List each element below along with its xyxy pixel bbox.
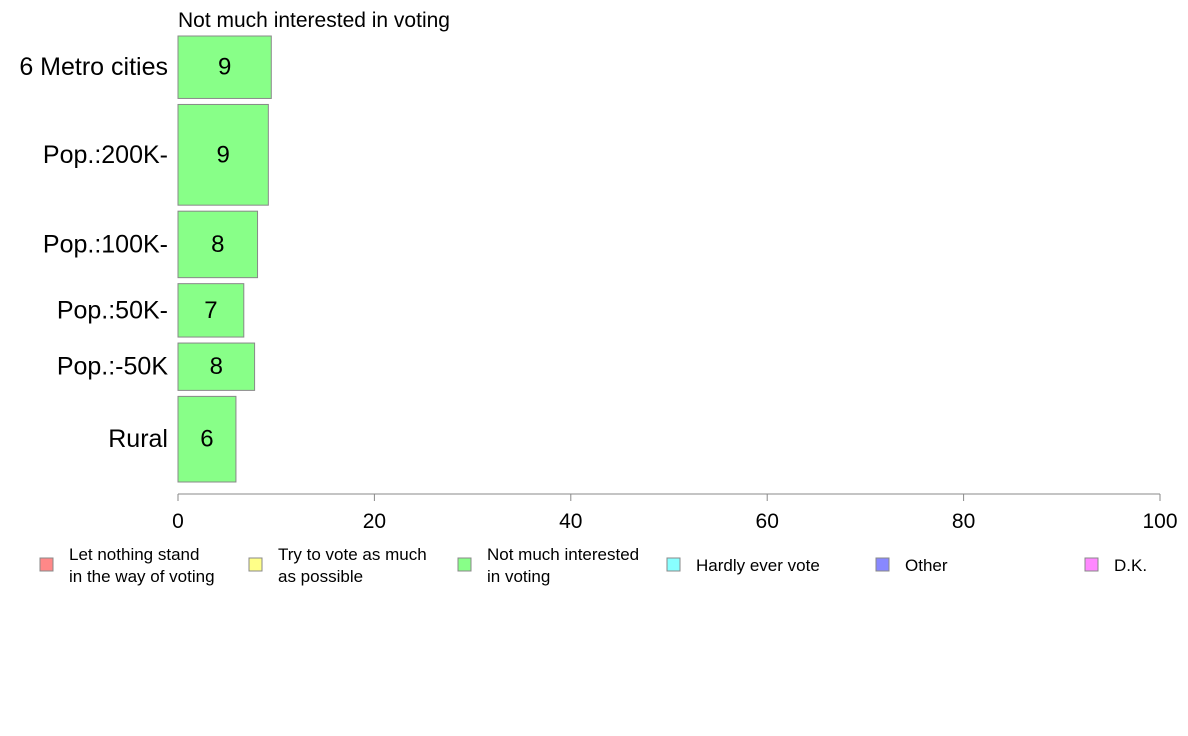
legend-label: D.K.: [1114, 556, 1147, 575]
bar: [177, 35, 272, 99]
bar-value-label: 9: [218, 54, 231, 81]
bar-value-label: 9: [216, 141, 229, 168]
bar: [177, 342, 256, 391]
legend-label: Let nothing stand in the way of voting: [69, 545, 215, 586]
legend-label: Not much interested in voting: [487, 545, 639, 586]
bar: [177, 103, 269, 206]
legend-label-line: Try to vote as much: [278, 545, 427, 564]
legend-label-line: in voting: [487, 567, 550, 586]
legend-label: Try to vote as much as possible: [278, 545, 427, 586]
legend-swatch: [666, 557, 681, 572]
bar-value-label: 6: [200, 426, 213, 453]
legend-label: Other: [905, 556, 948, 575]
category-label: Pop.:-50K: [57, 353, 169, 381]
category-label: Pop.:50K-: [57, 296, 168, 324]
x-tick-label: 100: [1142, 510, 1177, 533]
legend-label-line: in the way of voting: [69, 567, 215, 586]
x-tick-label: 80: [952, 510, 975, 533]
bar-value-label: 8: [210, 353, 223, 380]
legend-swatch: [39, 557, 54, 572]
x-tick-label: 60: [756, 510, 779, 533]
x-tick-label: 40: [559, 510, 582, 533]
legend: Let nothing stand in the way of voting Try…: [39, 545, 1147, 586]
category-label: Pop.:100K-: [43, 230, 168, 258]
x-tick-label: 0: [172, 510, 184, 533]
legend-label: Hardly ever vote: [696, 556, 820, 575]
category-label: Pop.:200K-: [43, 141, 168, 169]
legend-swatch: [1084, 557, 1099, 572]
legend-label-line: as possible: [278, 567, 363, 586]
category-labels-group: 6 Metro cities Pop.:200K- Pop.:100K- Pop.:5…: [19, 53, 168, 453]
x-axis: 0 20 40 60 80 100: [172, 493, 1178, 533]
bar: [177, 210, 259, 279]
bar: [177, 283, 245, 338]
legend-label-line: Let nothing stand: [69, 545, 199, 564]
category-label: Rural: [108, 425, 168, 453]
legend-swatch: [457, 557, 472, 572]
bars-group: 9 9 8 7 8 6: [177, 35, 272, 483]
legend-swatch: [875, 557, 890, 572]
bar: [177, 395, 237, 483]
legend-swatch: [248, 557, 263, 572]
category-label: 6 Metro cities: [19, 53, 168, 81]
chart-title: Not much interested in voting: [178, 9, 450, 32]
x-tick-label: 20: [363, 510, 386, 533]
legend-label-line: Not much interested: [487, 545, 639, 564]
bar-value-label: 7: [204, 297, 217, 324]
bar-value-label: 8: [211, 231, 224, 258]
